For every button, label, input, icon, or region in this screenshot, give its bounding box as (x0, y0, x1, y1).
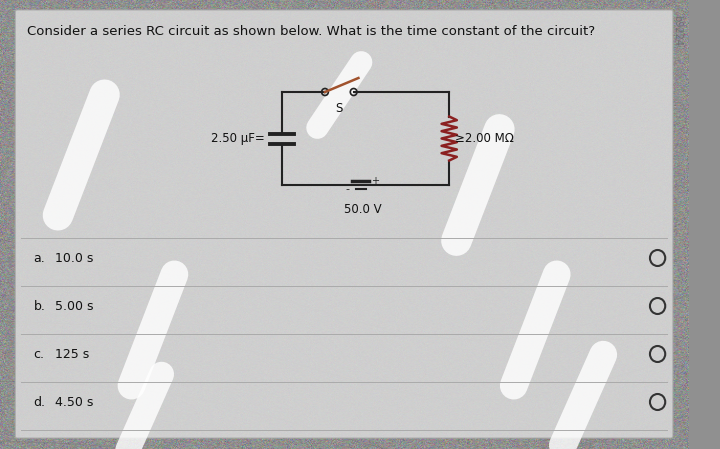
Text: -: - (346, 184, 349, 194)
Text: b9224: b9224 (672, 15, 682, 46)
Text: 4.50 s: 4.50 s (55, 396, 94, 409)
Text: S: S (336, 102, 343, 115)
Text: 50.0 V: 50.0 V (344, 203, 382, 216)
Text: 2.50 μF=: 2.50 μF= (211, 132, 265, 145)
Text: 5.00 s: 5.00 s (55, 299, 94, 313)
Text: +: + (372, 176, 379, 186)
Text: Consider a series RC circuit as shown below. What is the time constant of the ci: Consider a series RC circuit as shown be… (27, 25, 595, 38)
Text: a.: a. (33, 251, 45, 264)
Text: b.: b. (33, 299, 45, 313)
FancyBboxPatch shape (15, 10, 673, 438)
Text: ≥2.00 MΩ: ≥2.00 MΩ (455, 132, 514, 145)
Text: c.: c. (33, 348, 45, 361)
Text: 125 s: 125 s (55, 348, 90, 361)
Text: 10.0 s: 10.0 s (55, 251, 94, 264)
Text: d.: d. (33, 396, 45, 409)
